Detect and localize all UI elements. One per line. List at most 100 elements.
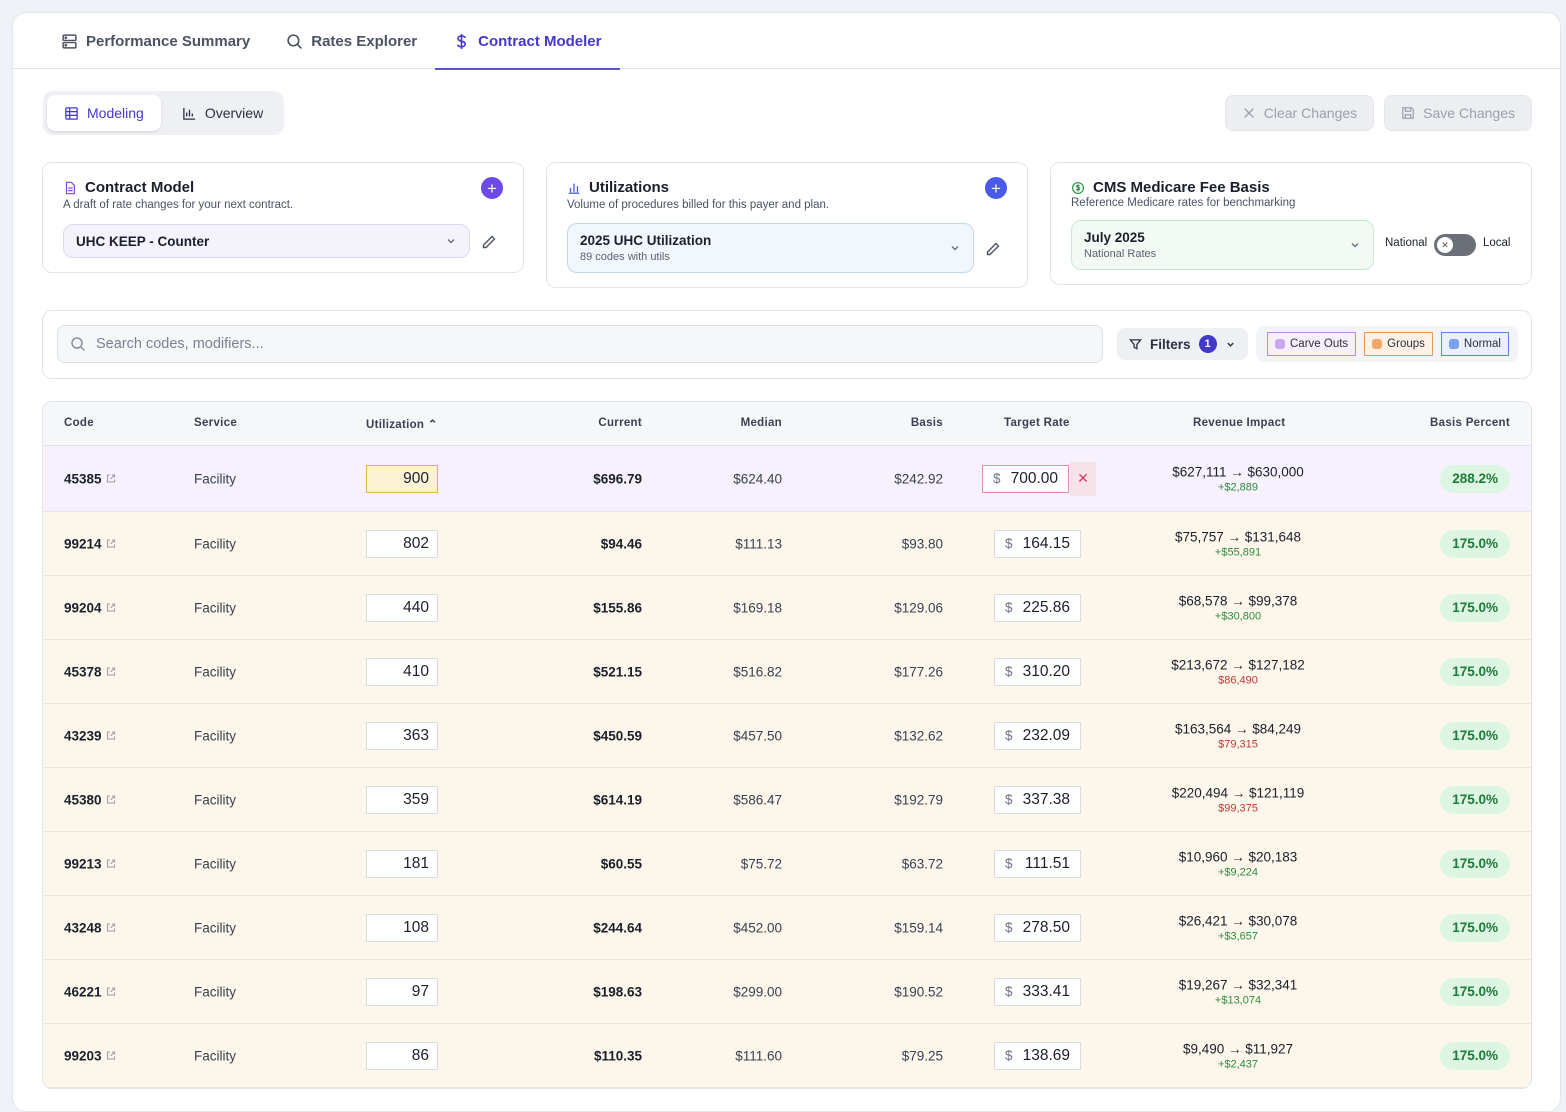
top-nav: Performance Summary Rates Explorer Contr… xyxy=(13,13,1560,70)
header-target-rate[interactable]: Target Rate xyxy=(1004,417,1070,429)
code-cell[interactable]: 45385 xyxy=(64,471,116,486)
tab-rates-explorer[interactable]: Rates Explorer xyxy=(268,13,435,69)
utilization-input[interactable]: 410 xyxy=(366,657,438,686)
code-cell[interactable]: 46221 xyxy=(64,984,116,999)
code-cell[interactable]: 99204 xyxy=(64,600,116,615)
tab-performance-summary[interactable]: Performance Summary xyxy=(43,13,268,69)
target-rate-input[interactable]: $310.20 xyxy=(994,657,1081,686)
external-link-icon[interactable] xyxy=(106,859,116,869)
header-median[interactable]: Median xyxy=(740,417,782,429)
service-cell: Facility xyxy=(194,1048,237,1063)
edit-pencil-icon[interactable] xyxy=(481,234,497,250)
filters-button[interactable]: Filters 1 xyxy=(1117,328,1248,360)
target-rate-input[interactable]: $138.69 xyxy=(994,1041,1081,1070)
chevron-down-icon xyxy=(447,239,455,244)
utilization-input[interactable]: 440 xyxy=(366,593,438,622)
code-cell[interactable]: 43248 xyxy=(64,920,116,935)
overview-button[interactable]: Overview xyxy=(165,95,280,131)
revenue-change: $26,421 → $30,078 xyxy=(1178,913,1298,928)
clear-target-button[interactable]: ✕ xyxy=(1070,461,1096,496)
code-cell[interactable]: 45380 xyxy=(64,792,116,807)
revenue-change: $220,494 → $121,119 xyxy=(1171,785,1305,800)
code-value: 99203 xyxy=(64,1048,102,1063)
utilization-input[interactable]: 900 xyxy=(366,464,438,493)
external-link-icon[interactable] xyxy=(106,1051,116,1061)
utilization-input[interactable]: 802 xyxy=(366,529,438,558)
filters-count-badge: 1 xyxy=(1198,335,1217,353)
utilization-input[interactable]: 363 xyxy=(366,721,438,750)
header-basis[interactable]: Basis xyxy=(910,417,943,429)
target-rate-input[interactable]: $278.50 xyxy=(994,913,1081,942)
tab-contract-modeler[interactable]: Contract Modeler xyxy=(435,13,620,70)
code-cell[interactable]: 99203 xyxy=(64,1048,116,1063)
card-description: Reference Medicare rates for benchmarkin… xyxy=(1071,197,1296,209)
modeling-button[interactable]: Modeling xyxy=(47,95,161,131)
target-rate-input[interactable]: $232.09 xyxy=(994,721,1081,750)
header-service[interactable]: Service xyxy=(194,417,238,429)
header-basis-percent[interactable]: Basis Percent xyxy=(1430,417,1510,429)
code-value: 99213 xyxy=(64,856,102,871)
external-link-icon[interactable] xyxy=(106,539,116,549)
code-cell[interactable]: 45378 xyxy=(64,664,116,679)
target-rate-input[interactable]: $111.51 xyxy=(994,849,1081,878)
basis-rate-cell: $192.79 xyxy=(894,792,943,807)
revenue-impact-cell: $75,757 → $131,648 +$55,891 xyxy=(1163,529,1313,558)
national-local-toggle[interactable]: ✕ xyxy=(1434,234,1476,256)
contract-model-card: Contract Model A draft of rate changes f… xyxy=(42,162,524,273)
card-description: Volume of procedures billed for this pay… xyxy=(567,199,830,211)
current-rate-cell: $60.55 xyxy=(600,856,642,871)
utilization-input[interactable]: 86 xyxy=(366,1041,438,1070)
chevron-down-icon xyxy=(1226,342,1234,347)
target-rate-input[interactable]: $164.15 xyxy=(994,529,1081,558)
header-current[interactable]: Current xyxy=(598,417,642,429)
search-icon xyxy=(71,337,86,352)
target-rate-input[interactable]: $333.41 xyxy=(994,977,1081,1006)
row-type-legend: Carve Outs Groups Normal xyxy=(1256,326,1518,362)
code-cell[interactable]: 99213 xyxy=(64,856,116,871)
legend-label: Carve Outs xyxy=(1290,338,1349,350)
legend-carve-outs[interactable]: Carve Outs xyxy=(1267,332,1357,356)
median-rate-cell: $452.00 xyxy=(733,920,782,935)
cms-period-value: July 2025 xyxy=(1084,230,1145,245)
utilization-input[interactable]: 108 xyxy=(366,913,438,942)
external-link-icon[interactable] xyxy=(106,603,116,613)
utilization-input[interactable]: 181 xyxy=(366,849,438,878)
header-revenue-impact[interactable]: Revenue Impact xyxy=(1193,417,1286,429)
external-link-icon[interactable] xyxy=(106,474,116,484)
external-link-icon[interactable] xyxy=(106,923,116,933)
close-icon xyxy=(1243,108,1254,118)
add-utilization-button[interactable]: + xyxy=(985,177,1007,199)
utilization-subtext: 89 codes with utils xyxy=(580,251,670,263)
edit-pencil-icon[interactable] xyxy=(985,241,1001,257)
external-link-icon[interactable] xyxy=(106,731,116,741)
target-rate-value: 232.09 xyxy=(1022,726,1070,744)
external-link-icon[interactable] xyxy=(106,987,116,997)
target-rate-input[interactable]: $337.38 xyxy=(994,785,1081,814)
target-rate-input[interactable]: $225.86 xyxy=(994,593,1081,622)
revenue-impact-cell: $68,578 → $99,378 +$30,800 xyxy=(1163,593,1313,622)
groups-swatch xyxy=(1372,339,1383,349)
save-changes-button[interactable]: Save Changes xyxy=(1384,95,1532,131)
search-filter-bar: Filters 1 Carve Outs Groups Normal xyxy=(42,310,1532,379)
card-title: Utilizations xyxy=(567,179,1007,196)
basis-rate-cell: $190.52 xyxy=(894,984,943,999)
utilization-input[interactable]: 359 xyxy=(366,785,438,814)
header-utilization[interactable]: Utilization ⌃ xyxy=(366,419,438,431)
code-cell[interactable]: 99214 xyxy=(64,536,116,551)
legend-normal[interactable]: Normal xyxy=(1440,332,1509,356)
add-contract-model-button[interactable]: + xyxy=(481,177,503,199)
target-rate-input[interactable]: $700.00 xyxy=(982,464,1069,493)
external-link-icon[interactable] xyxy=(106,667,116,677)
clear-changes-button[interactable]: Clear Changes xyxy=(1224,95,1375,131)
utilization-select[interactable]: 2025 UHC Utilization 89 codes with utils xyxy=(567,223,974,273)
cms-period-select[interactable]: July 2025 National Rates xyxy=(1071,220,1374,270)
code-cell[interactable]: 43239 xyxy=(64,728,116,743)
external-link-icon[interactable] xyxy=(106,795,116,805)
header-code[interactable]: Code xyxy=(64,417,94,429)
contract-model-select[interactable]: UHC KEEP - Counter xyxy=(63,224,470,258)
revenue-impact-cell: $627,111 → $630,000 +$2,889 xyxy=(1163,464,1313,493)
current-rate-cell: $696.79 xyxy=(593,471,642,486)
utilization-input[interactable]: 97 xyxy=(366,977,438,1006)
search-input[interactable] xyxy=(96,336,996,352)
legend-groups[interactable]: Groups xyxy=(1364,332,1433,356)
